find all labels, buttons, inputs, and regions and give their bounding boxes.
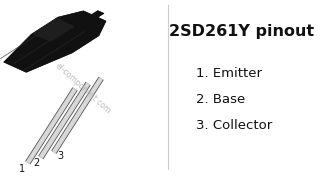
Text: 2. Base: 2. Base bbox=[196, 93, 245, 106]
Polygon shape bbox=[4, 11, 106, 72]
Text: 2SD261Y pinout: 2SD261Y pinout bbox=[169, 24, 314, 39]
Text: el-component.com: el-component.com bbox=[54, 61, 113, 115]
Text: 1: 1 bbox=[19, 164, 25, 174]
Text: 2: 2 bbox=[33, 158, 39, 168]
Text: 1. Emitter: 1. Emitter bbox=[196, 67, 262, 80]
Text: 3. Collector: 3. Collector bbox=[196, 119, 272, 132]
Polygon shape bbox=[32, 18, 75, 42]
Text: 3: 3 bbox=[57, 151, 63, 161]
